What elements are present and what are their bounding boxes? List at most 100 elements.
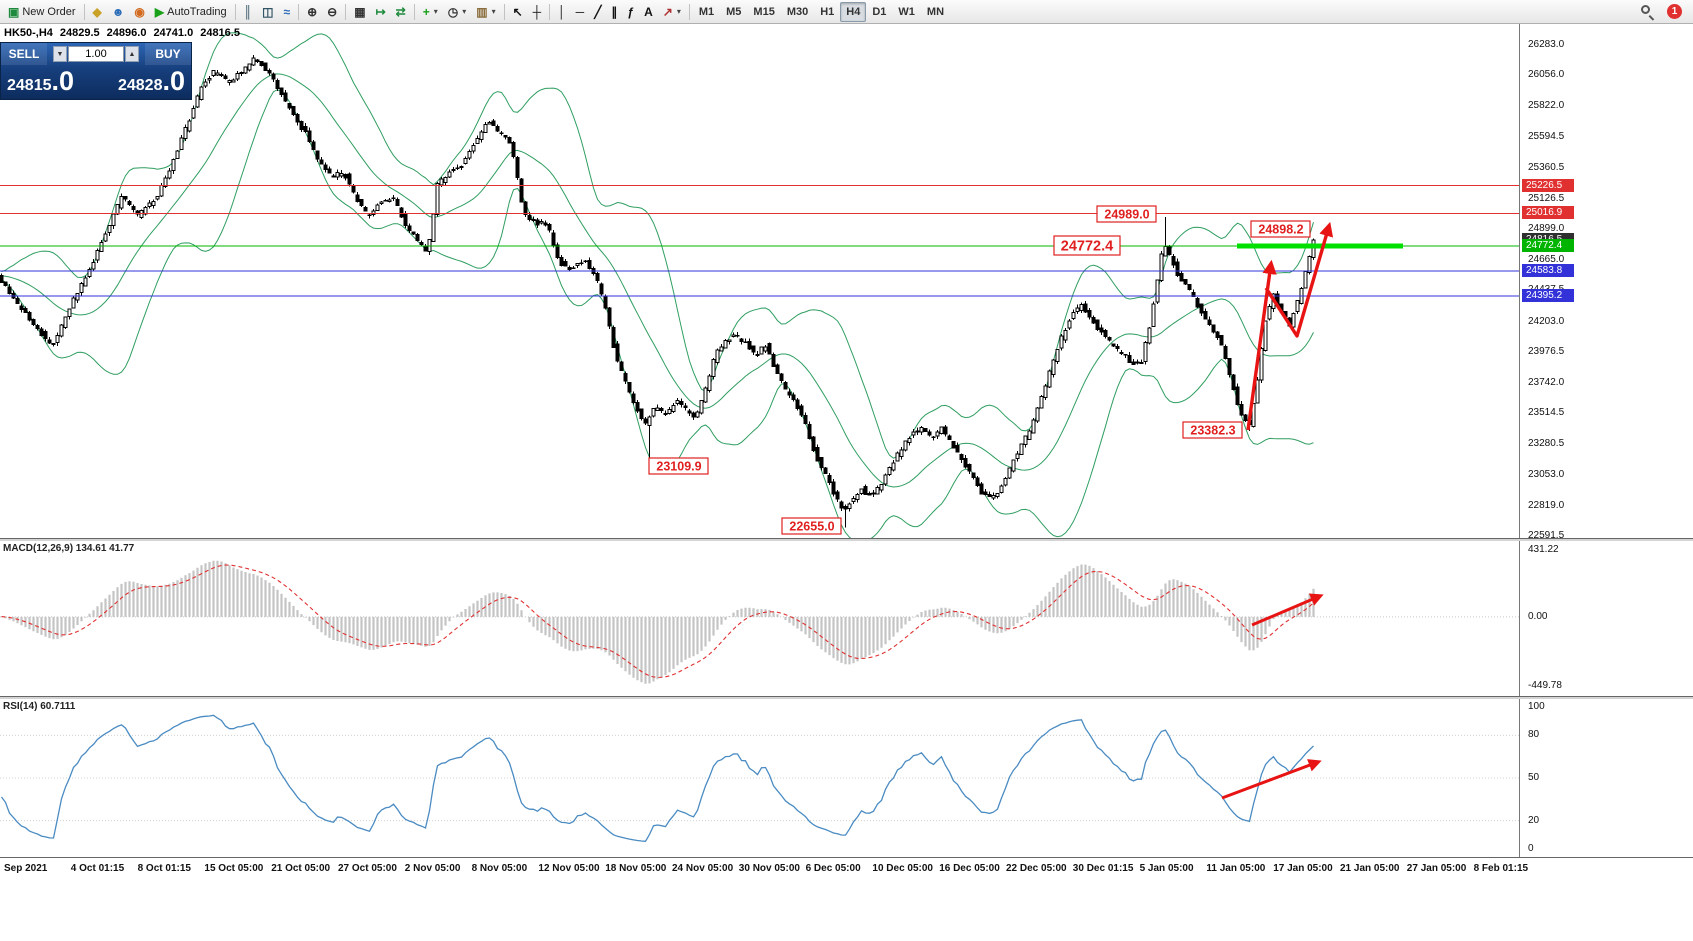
- new-order-button[interactable]: ▣ New Order: [3, 2, 81, 22]
- time-axis[interactable]: Sep 2021 4 Oct 01:15 8 Oct 01:15 15 Oct 05:…: [0, 857, 1693, 879]
- toolbar-separator: [688, 3, 690, 20]
- macd-canvas: [0, 560, 1519, 684]
- timeframe-mn-button[interactable]: MN: [921, 2, 950, 22]
- market-watch-button[interactable]: ☻: [107, 2, 130, 22]
- toolbar-separator: [298, 3, 300, 20]
- time-label: 17 Jan 05:00: [1273, 863, 1333, 874]
- templates-icon: ▥: [476, 4, 488, 19]
- price-tick-label: 23514.5: [1528, 407, 1565, 419]
- price-tick-label: 24665.0: [1528, 254, 1565, 266]
- rsi-line: [0, 714, 1314, 842]
- auto-scroll-button[interactable]: ↦: [371, 2, 391, 22]
- channel-button[interactable]: ∥: [606, 2, 622, 22]
- timeframe-w1-button[interactable]: W1: [892, 2, 921, 22]
- periods-button[interactable]: ◷ ▾: [443, 2, 472, 22]
- fibonacci-icon: ƒ: [627, 4, 635, 19]
- text-button[interactable]: A: [639, 2, 658, 22]
- price-tick-label: 25126.5: [1528, 192, 1565, 204]
- timeframe-d1-button[interactable]: D1: [866, 2, 892, 22]
- alerts-button[interactable]: ◉: [129, 2, 149, 22]
- rsi-panel[interactable]: RSI(14) 60.7111 100 80 50 20 0: [0, 699, 1693, 857]
- price-line-badge: 25226.5: [1522, 178, 1574, 192]
- ohlc-open: 24829.5: [59, 27, 100, 39]
- trade-widget-top-row: SELL ▼ ▲ BUY: [1, 43, 191, 65]
- horizontal-lines: [0, 185, 1519, 297]
- horizontal-line-button[interactable]: ─: [571, 2, 590, 22]
- crosshair-button[interactable]: ┼: [528, 2, 547, 22]
- new-order-button-label: New Order: [22, 5, 76, 18]
- new-order-icon: ▣: [8, 4, 20, 19]
- macd-panel[interactable]: MACD(12,26,9) 134.61 41.77 431.22 0.00 -44…: [0, 541, 1693, 696]
- autotrading-button[interactable]: ▶ AutoTrading: [150, 2, 232, 22]
- toolbar-separator: [234, 3, 236, 20]
- notification-badge[interactable]: 1: [1667, 4, 1682, 19]
- line-chart-icon: ≈: [283, 4, 291, 19]
- price-axis[interactable]: 26283.0 26056.0 25822.0 25594.5 25360.5 25126…: [1519, 24, 1693, 541]
- line-chart-button[interactable]: ≈: [279, 2, 296, 22]
- timeframe-m30-button-label: M30: [786, 5, 809, 18]
- fibonacci-button[interactable]: ƒ: [622, 2, 639, 22]
- toolbar-separator: [503, 3, 505, 20]
- timeframe-m30-button[interactable]: M30: [781, 2, 814, 22]
- time-label: 30 Dec 01:15: [1072, 863, 1134, 874]
- sell-price[interactable]: 24815.0: [7, 66, 74, 97]
- timeframe-h1-button[interactable]: H1: [814, 2, 840, 22]
- toolbar-separator: [345, 3, 347, 20]
- arrows-icon: ↗: [662, 4, 673, 19]
- time-label: 6 Dec 05:00: [805, 863, 861, 874]
- time-label: Sep 2021: [4, 863, 48, 874]
- timeframe-h1-button-label: H1: [820, 5, 835, 18]
- bar-chart-icon: ║: [243, 4, 253, 19]
- trendline-button[interactable]: ╱: [589, 2, 606, 22]
- bar-chart-button[interactable]: ║: [239, 2, 258, 22]
- ohlc-low: 24741.0: [153, 27, 194, 39]
- metaeditor-button[interactable]: ◆: [88, 2, 107, 22]
- price-tick-label: 25594.5: [1528, 130, 1565, 142]
- search-lens-icon: [1641, 5, 1650, 14]
- time-label: 18 Nov 05:00: [605, 863, 667, 874]
- price-line-badge: 25016.9: [1522, 206, 1574, 220]
- zoom-in-button[interactable]: ⊕: [302, 2, 322, 22]
- vertical-line-icon: │: [558, 4, 566, 19]
- timeframe-h4-button[interactable]: H4: [840, 1, 867, 22]
- cursor-button[interactable]: ↖: [508, 2, 528, 22]
- rsi-axis: 100 80 50 20 0: [1519, 699, 1693, 857]
- arrows-button[interactable]: ↗ ▾: [658, 2, 686, 22]
- indicators-button[interactable]: + ▾: [418, 2, 443, 22]
- dropdown-arrow-icon: ▾: [433, 7, 438, 16]
- volume-up-button[interactable]: ▲: [125, 46, 139, 62]
- templates-button[interactable]: ▥ ▾: [471, 2, 500, 22]
- rsi-tick-label: 0: [1528, 843, 1534, 854]
- time-label: 8 Oct 01:15: [137, 863, 191, 874]
- panel-splitter[interactable]: [0, 538, 1693, 541]
- main-chart-canvas[interactable]: 24989.0 24898.2 24772.4 23382.3 23109.9 22655…: [0, 24, 1519, 538]
- rsi-label: RSI(14) 60.7111: [3, 701, 76, 712]
- volume-input[interactable]: [68, 46, 124, 62]
- autotrading-icon: ▶: [154, 4, 165, 19]
- zoom-out-button[interactable]: ⊖: [322, 2, 342, 22]
- buy-button[interactable]: BUY: [145, 43, 191, 65]
- text-icon: A: [644, 4, 653, 19]
- panel-splitter[interactable]: [0, 696, 1693, 699]
- timeframe-m15-button[interactable]: M15: [747, 2, 780, 22]
- macd-axis: 431.22 0.00 -449.78: [1519, 541, 1693, 696]
- candlestick-chart-icon: ◫: [262, 4, 274, 19]
- buy-price[interactable]: 24828.0: [118, 66, 185, 97]
- ohlc-close: 24816.5: [200, 27, 240, 39]
- search-icon[interactable]: [1640, 4, 1655, 21]
- tile-windows-button[interactable]: ▦: [349, 2, 370, 22]
- price-tick-label: 22819.0: [1528, 499, 1565, 511]
- main-chart-panel[interactable]: 24989.0 24898.2 24772.4 23382.3 23109.9 22655…: [0, 24, 1693, 541]
- chart-shift-button[interactable]: ⇄: [391, 2, 411, 22]
- price-tick-label: 25360.5: [1528, 161, 1565, 173]
- svg-text:24772.4: 24772.4: [1061, 239, 1113, 255]
- toolbar-buttons: ▣ New Order ◆ ☻ ◉ ▶ AutoTrading ║ ◫ ≈ ⊕ ⊖ ▦ ↦ ⇄ + ▾ ◷ ▾ ▥ ▾ ↖…: [3, 1, 950, 22]
- candlestick-chart-button[interactable]: ◫: [257, 2, 278, 22]
- vertical-line-button[interactable]: │: [553, 2, 571, 22]
- timeframe-m5-button[interactable]: M5: [720, 2, 747, 22]
- sell-button[interactable]: SELL: [1, 43, 47, 65]
- volume-down-button[interactable]: ▼: [53, 46, 67, 62]
- time-label: 5 Jan 05:00: [1139, 863, 1194, 874]
- timeframe-m1-button[interactable]: M1: [693, 2, 720, 22]
